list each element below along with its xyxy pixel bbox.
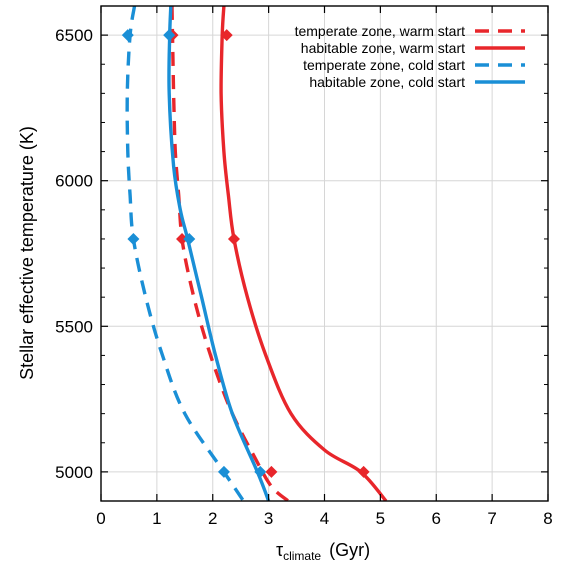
x-tick-label: 0 bbox=[96, 509, 105, 528]
series-line-habitable-zone-cold-start bbox=[167, 6, 271, 501]
x-tick-label: 1 bbox=[152, 509, 161, 528]
data-point-marker bbox=[121, 29, 134, 42]
series-temperate-zone-cold-start bbox=[121, 6, 245, 501]
x-tick-label: 4 bbox=[320, 509, 329, 528]
legend-label: temperate zone, warm start bbox=[295, 23, 466, 39]
data-point-marker bbox=[220, 29, 233, 42]
x-axis-label: τclimate (Gyr) bbox=[276, 540, 370, 563]
y-axis-label: Stellar effective temperature (K) bbox=[17, 126, 37, 380]
series-line-habitable-zone-warm-start bbox=[219, 6, 388, 501]
legend-label: temperate zone, cold start bbox=[303, 57, 465, 73]
x-tick-label: 2 bbox=[208, 509, 217, 528]
y-tick-label: 6000 bbox=[55, 172, 93, 191]
data-point-marker bbox=[176, 232, 189, 245]
series-habitable-zone-warm-start bbox=[219, 6, 388, 501]
data-point-marker bbox=[265, 465, 278, 478]
y-tick-label: 5500 bbox=[55, 317, 93, 336]
series-layer bbox=[121, 6, 388, 501]
data-point-marker bbox=[183, 232, 196, 245]
x-tick-label: 5 bbox=[376, 509, 385, 528]
y-tick-label: 6500 bbox=[55, 26, 93, 45]
legend-label: habitable zone, warm start bbox=[301, 40, 465, 56]
legend-label: habitable zone, cold start bbox=[309, 74, 465, 90]
data-point-marker bbox=[254, 465, 267, 478]
x-tick-label: 6 bbox=[432, 509, 441, 528]
y-tick-label: 5000 bbox=[55, 463, 93, 482]
x-tick-label: 3 bbox=[264, 509, 273, 528]
x-axis-unit: (Gyr) bbox=[329, 540, 370, 560]
data-point-marker bbox=[217, 465, 230, 478]
x-axis-symbol: τ bbox=[276, 540, 283, 560]
data-point-marker bbox=[163, 29, 176, 42]
x-tick-label: 7 bbox=[487, 509, 496, 528]
series-temperate-zone-warm-start bbox=[166, 6, 290, 501]
series-line-temperate-zone-warm-start bbox=[170, 6, 290, 501]
x-tick-label: 8 bbox=[543, 509, 552, 528]
ticks: 0 1 2 3 4 5 6 7 8 5000 5500 6000 6500 bbox=[55, 6, 553, 528]
data-point-marker bbox=[227, 232, 240, 245]
data-point-marker bbox=[357, 465, 370, 478]
series-line-temperate-zone-cold-start bbox=[125, 6, 245, 501]
data-point-marker bbox=[127, 232, 140, 245]
x-axis-subscript: climate bbox=[283, 549, 321, 563]
series-habitable-zone-cold-start bbox=[163, 6, 271, 501]
